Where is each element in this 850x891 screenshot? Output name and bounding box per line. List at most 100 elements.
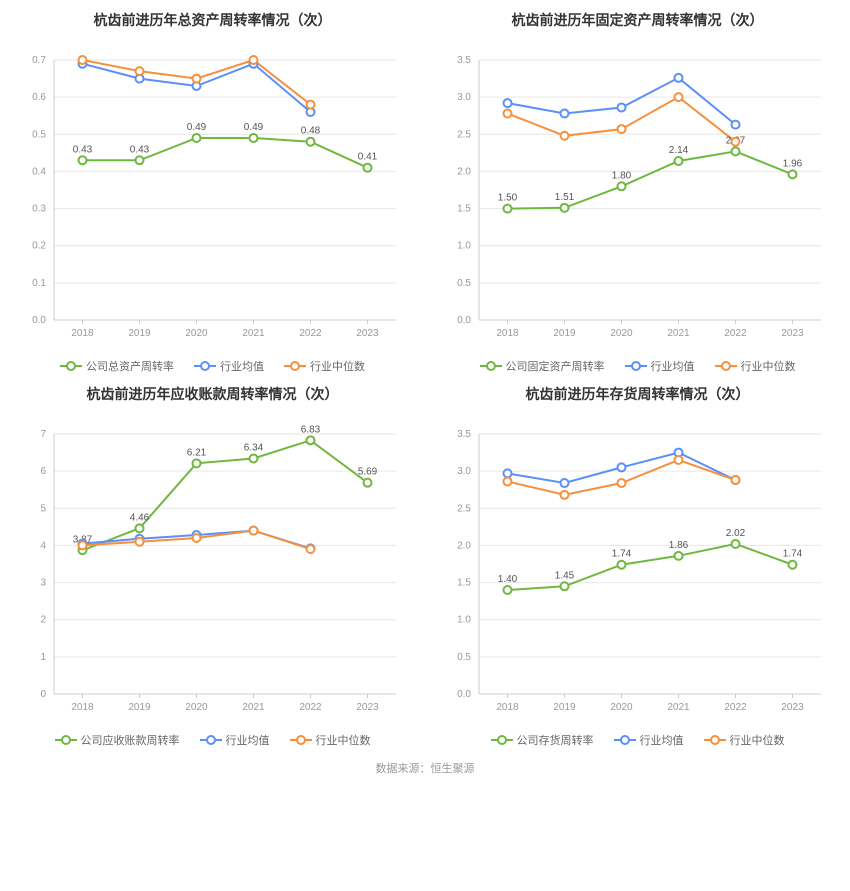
chart-canvas-wrap: 012345672018201920202021202220233.874.46… [10, 414, 415, 724]
svg-text:2019: 2019 [553, 328, 576, 339]
legend-item-company: 公司存货周转率 [491, 732, 594, 748]
svg-text:2020: 2020 [185, 328, 208, 339]
chart-title: 杭齿前进历年总资产周转率情况（次） [94, 10, 332, 30]
legend-marker-icon [715, 360, 737, 372]
data-point [307, 545, 315, 553]
svg-text:0.7: 0.7 [32, 55, 46, 66]
data-point [504, 99, 512, 107]
svg-text:1.5: 1.5 [457, 204, 471, 215]
data-point [193, 134, 201, 142]
data-point [618, 125, 626, 133]
legend-item-median: 行业中位数 [284, 358, 365, 374]
legend-item-mean: 行业均值 [194, 358, 264, 374]
legend-marker-icon [614, 734, 636, 746]
svg-text:2.0: 2.0 [457, 166, 471, 177]
svg-text:3.0: 3.0 [457, 466, 471, 477]
svg-text:0.0: 0.0 [457, 689, 471, 700]
svg-text:4: 4 [40, 540, 46, 551]
data-label: 6.83 [301, 424, 321, 435]
chart-canvas-wrap: 0.00.51.01.52.02.53.03.52018201920202021… [435, 414, 840, 724]
data-label: 2.02 [726, 528, 746, 539]
data-point [675, 552, 683, 560]
data-point [618, 182, 626, 190]
data-point [250, 455, 258, 463]
svg-text:2020: 2020 [610, 328, 633, 339]
data-label: 6.34 [244, 443, 264, 454]
legend-item-mean: 行业均值 [200, 732, 270, 748]
data-label: 1.40 [498, 574, 518, 585]
chart-fixed-asset: 0.00.51.01.52.02.53.03.52018201920202021… [435, 40, 835, 350]
svg-text:1.5: 1.5 [457, 578, 471, 589]
data-label: 0.43 [73, 144, 93, 155]
chart-panel-fixed-asset: 杭齿前进历年固定资产周转率情况（次）0.00.51.01.52.02.53.03… [435, 10, 840, 374]
data-point [732, 138, 740, 146]
legend-item-company: 公司固定资产周转率 [480, 358, 605, 374]
legend-item-median: 行业中位数 [704, 732, 785, 748]
legend-label: 行业均值 [640, 732, 684, 748]
svg-text:0.4: 0.4 [32, 166, 46, 177]
data-point [136, 67, 144, 75]
svg-text:2021: 2021 [242, 702, 265, 713]
chart-title: 杭齿前进历年应收账款周转率情况（次） [87, 384, 339, 404]
legend-label: 行业均值 [651, 358, 695, 374]
legend-label: 公司应收账款周转率 [81, 732, 180, 748]
legend-item-mean: 行业均值 [614, 732, 684, 748]
legend-item-median: 行业中位数 [715, 358, 796, 374]
svg-text:2022: 2022 [299, 328, 322, 339]
data-point [250, 527, 258, 535]
svg-text:2023: 2023 [781, 702, 804, 713]
data-point [561, 582, 569, 590]
data-point [250, 134, 258, 142]
svg-text:1.0: 1.0 [457, 615, 471, 626]
svg-text:2.5: 2.5 [457, 503, 471, 514]
data-point [504, 478, 512, 486]
chart-inventory: 0.00.51.01.52.02.53.03.52018201920202021… [435, 414, 835, 724]
svg-text:2018: 2018 [71, 328, 94, 339]
data-point [307, 138, 315, 146]
legend-marker-icon [480, 360, 502, 372]
data-point [561, 204, 569, 212]
legend-label: 行业中位数 [310, 358, 365, 374]
svg-text:0.1: 0.1 [32, 278, 46, 289]
chart-receivables: 012345672018201920202021202220233.874.46… [10, 414, 410, 724]
chart-legend: 公司存货周转率 行业均值 行业中位数 [491, 732, 785, 748]
svg-text:3.5: 3.5 [457, 429, 471, 440]
data-point [789, 170, 797, 178]
svg-text:2021: 2021 [242, 328, 265, 339]
data-point [618, 104, 626, 112]
svg-text:3: 3 [40, 578, 46, 589]
svg-text:2020: 2020 [610, 702, 633, 713]
chart-legend: 公司固定资产周转率 行业均值 行业中位数 [480, 358, 796, 374]
svg-text:2019: 2019 [128, 702, 151, 713]
data-point [193, 75, 201, 83]
svg-text:0.3: 0.3 [32, 204, 46, 215]
svg-text:2018: 2018 [496, 702, 519, 713]
data-label: 2.14 [669, 145, 689, 156]
legend-marker-icon [284, 360, 306, 372]
svg-text:1: 1 [40, 652, 46, 663]
data-point [79, 156, 87, 164]
legend-label: 行业均值 [226, 732, 270, 748]
data-label: 5.69 [358, 467, 378, 478]
svg-text:2021: 2021 [667, 702, 690, 713]
data-label: 1.45 [555, 570, 575, 581]
svg-text:0.5: 0.5 [32, 129, 46, 140]
svg-text:0.6: 0.6 [32, 92, 46, 103]
svg-text:0.5: 0.5 [457, 652, 471, 663]
svg-text:3.5: 3.5 [457, 55, 471, 66]
legend-label: 公司固定资产周转率 [506, 358, 605, 374]
data-label: 1.74 [783, 549, 803, 560]
svg-text:5: 5 [40, 503, 46, 514]
data-point [618, 463, 626, 471]
chart-legend: 公司应收账款周转率行业均值行业中位数 [55, 732, 371, 748]
svg-text:0.5: 0.5 [457, 278, 471, 289]
data-point [675, 157, 683, 165]
data-point [732, 540, 740, 548]
data-label: 0.49 [187, 122, 207, 133]
legend-marker-icon [704, 734, 726, 746]
svg-text:2021: 2021 [667, 328, 690, 339]
data-label: 1.86 [669, 540, 689, 551]
svg-text:2019: 2019 [128, 328, 151, 339]
data-point [561, 132, 569, 140]
svg-text:0.0: 0.0 [457, 315, 471, 326]
